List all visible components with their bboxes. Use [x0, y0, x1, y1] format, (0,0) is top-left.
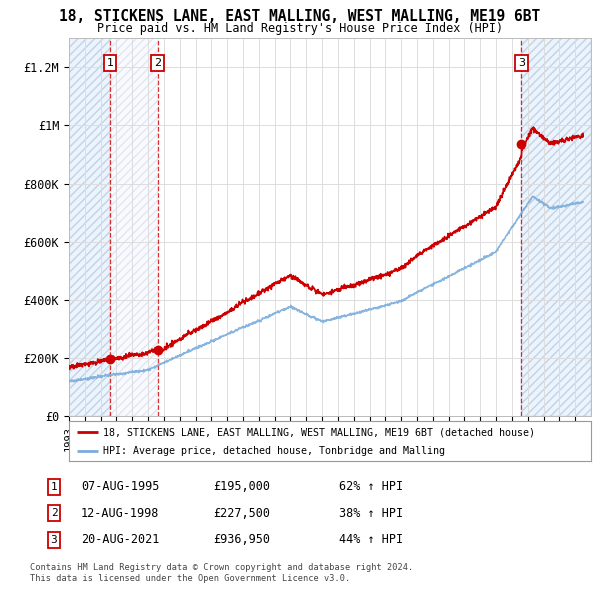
Text: 18, STICKENS LANE, EAST MALLING, WEST MALLING, ME19 6BT: 18, STICKENS LANE, EAST MALLING, WEST MA…: [59, 9, 541, 24]
Text: 20-AUG-2021: 20-AUG-2021: [81, 533, 160, 546]
Bar: [521, 38, 591, 416]
Text: £227,500: £227,500: [213, 507, 270, 520]
Bar: [110, 38, 158, 416]
Text: £936,950: £936,950: [213, 533, 270, 546]
Text: 07-AUG-1995: 07-AUG-1995: [81, 480, 160, 493]
Text: 38% ↑ HPI: 38% ↑ HPI: [339, 507, 403, 520]
Text: 2: 2: [50, 509, 58, 518]
Text: This data is licensed under the Open Government Licence v3.0.: This data is licensed under the Open Gov…: [30, 574, 350, 583]
Text: 1: 1: [50, 482, 58, 491]
Text: Price paid vs. HM Land Registry's House Price Index (HPI): Price paid vs. HM Land Registry's House …: [97, 22, 503, 35]
Text: Contains HM Land Registry data © Crown copyright and database right 2024.: Contains HM Land Registry data © Crown c…: [30, 563, 413, 572]
Text: 1: 1: [107, 58, 113, 68]
Text: 62% ↑ HPI: 62% ↑ HPI: [339, 480, 403, 493]
Text: HPI: Average price, detached house, Tonbridge and Malling: HPI: Average price, detached house, Tonb…: [103, 447, 445, 456]
Text: 3: 3: [50, 535, 58, 545]
Text: 18, STICKENS LANE, EAST MALLING, WEST MALLING, ME19 6BT (detached house): 18, STICKENS LANE, EAST MALLING, WEST MA…: [103, 427, 535, 437]
Bar: [69, 38, 110, 416]
Text: 44% ↑ HPI: 44% ↑ HPI: [339, 533, 403, 546]
Text: 2: 2: [154, 58, 161, 68]
Bar: [158, 38, 521, 416]
Text: £195,000: £195,000: [213, 480, 270, 493]
Text: 12-AUG-1998: 12-AUG-1998: [81, 507, 160, 520]
Text: 3: 3: [518, 58, 525, 68]
